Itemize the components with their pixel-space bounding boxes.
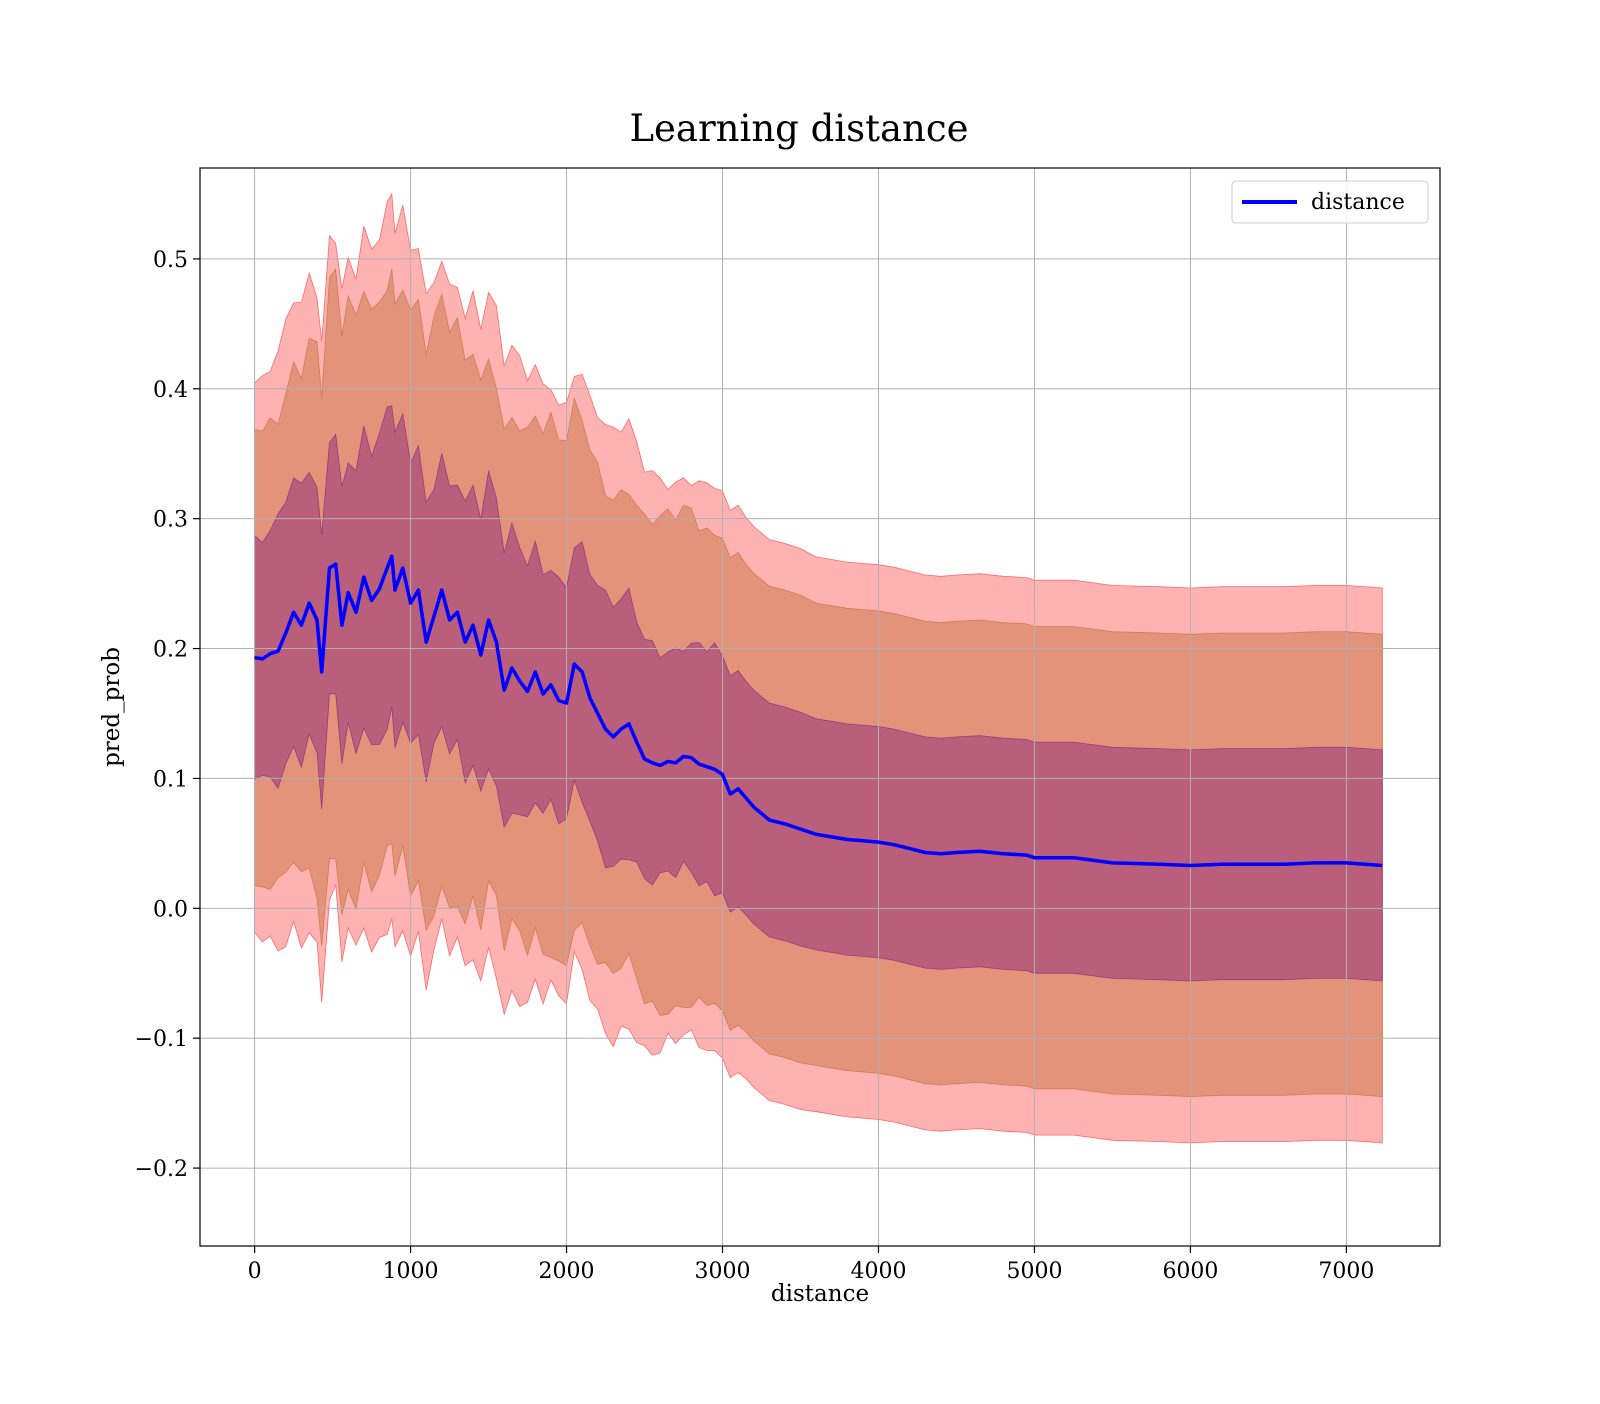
series-lines [254, 554, 1383, 868]
x-axis-ticks: 0 1000 2000 3000 4000 5000 6000 7000 [248, 1246, 1374, 1284]
legend-box [1231, 180, 1429, 224]
x-tick-label: 1000 [383, 1259, 439, 1284]
x-tick-label: 7000 [1318, 1259, 1374, 1284]
legend-label: distance [1311, 190, 1405, 215]
plot-frame [199, 167, 1441, 1247]
y-tick-label: −0.1 [135, 1027, 188, 1052]
x-tick-label: 3000 [695, 1259, 751, 1284]
confidence-bands [254, 192, 1383, 1144]
x-tick-label: 5000 [1006, 1259, 1062, 1284]
legend: distance [1231, 180, 1429, 224]
x-tick-label: 0 [248, 1259, 262, 1284]
grid-lines [200, 168, 1440, 1246]
y-axis-label: pred_prob [99, 647, 125, 767]
band-2sd [254, 268, 1383, 1098]
x-tick-label: 4000 [850, 1259, 906, 1284]
y-tick-label: 0.5 [153, 248, 188, 273]
chart-title: Learning distance [629, 107, 968, 150]
y-tick-label: 0.1 [153, 767, 188, 792]
y-tick-label: −0.2 [135, 1157, 188, 1182]
band-2.4sd [254, 192, 1383, 1144]
y-tick-label: 0.2 [153, 638, 188, 663]
band-1sd [254, 405, 1383, 982]
series-line-distance [254, 554, 1383, 868]
x-tick-label: 6000 [1162, 1259, 1218, 1284]
y-tick-label: 0.4 [153, 378, 188, 403]
y-tick-label: 0.3 [153, 508, 188, 533]
x-axis-label: distance [771, 1281, 869, 1307]
y-tick-label: 0.0 [153, 897, 188, 922]
y-axis-ticks: −0.2 −0.1 0.0 0.1 0.2 0.3 0.4 0.5 [135, 248, 200, 1182]
x-tick-label: 2000 [539, 1259, 595, 1284]
